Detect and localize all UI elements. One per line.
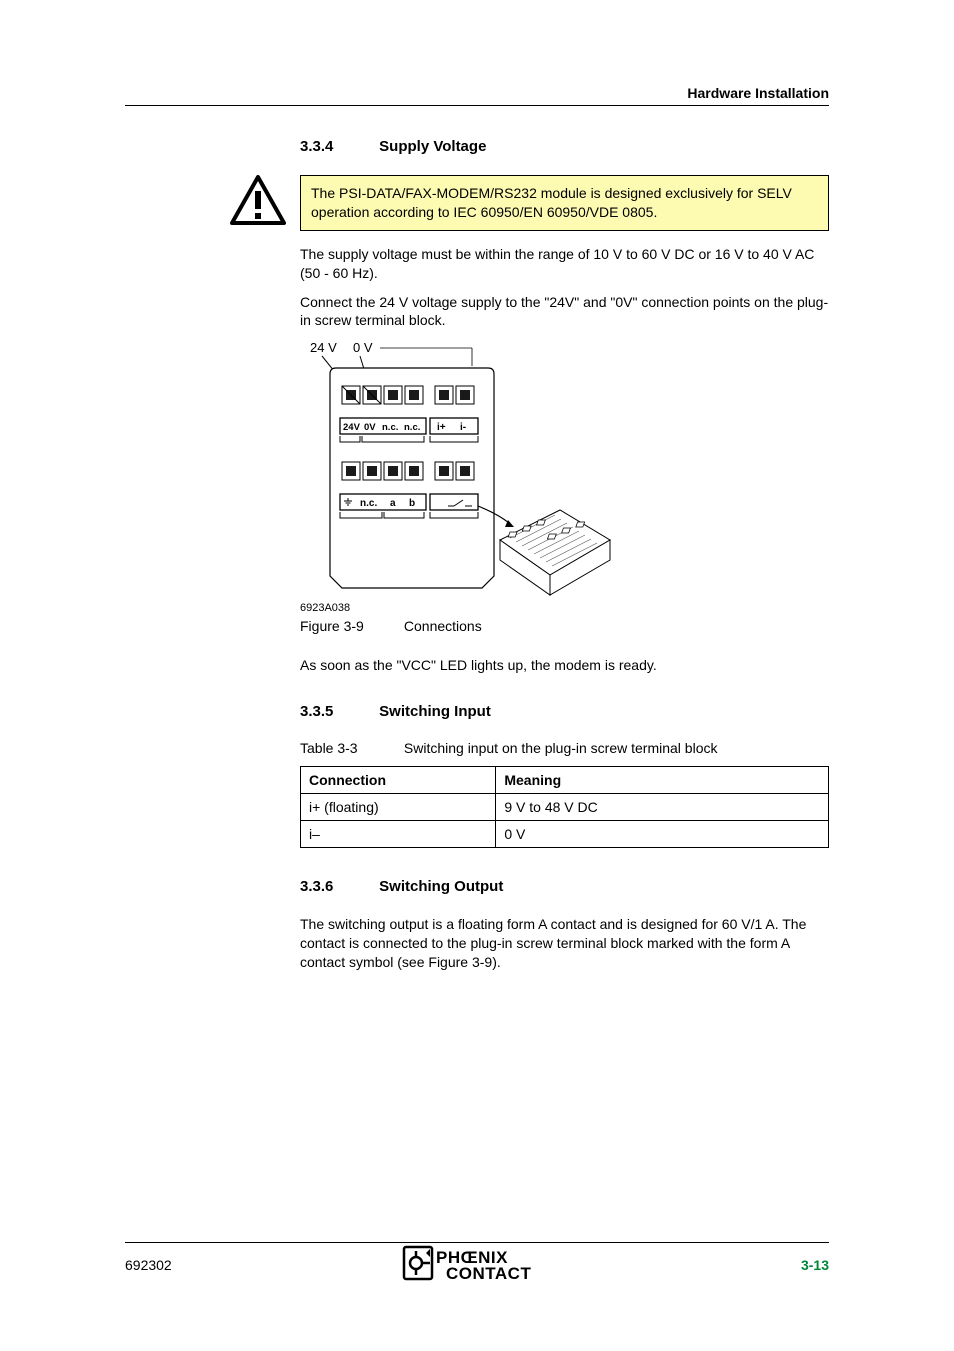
- heading-switching-output: 3.3.6 Switching Output: [300, 878, 829, 895]
- para-supply-2: Connect the 24 V voltage supply to the "…: [300, 293, 829, 331]
- svg-text:CONTACT: CONTACT: [446, 1264, 531, 1283]
- page-footer: 692302 PHŒNIX CONTACT 3-13: [125, 1242, 829, 1273]
- label-24v: 24 V: [310, 340, 337, 355]
- para-output-1: The switching output is a floating form …: [300, 915, 829, 972]
- r1c3: n.c.: [382, 422, 398, 433]
- warning-icon: [230, 175, 290, 228]
- td: 9 V to 48 V DC: [496, 794, 829, 821]
- th-connection: Connection: [301, 767, 496, 794]
- table-caption: Table 3-3 Switching input on the plug-in…: [300, 740, 829, 756]
- table-number: Table 3-3: [300, 740, 400, 756]
- table-caption-text: Switching input on the plug-in screw ter…: [404, 740, 718, 756]
- page-header: Hardware Installation: [125, 85, 829, 106]
- td: i–: [301, 821, 496, 848]
- figure-caption: Figure 3-9 Connections: [300, 618, 829, 634]
- section-switching-input: 3.3.5 Switching Input Table 3-3 Switchin…: [300, 703, 829, 848]
- content-area: 3.3.4 Supply Voltage The PSI-DATA/FAX-MO…: [300, 138, 829, 972]
- para-supply-1: The supply voltage must be within the ra…: [300, 245, 829, 283]
- section-switching-output: 3.3.6 Switching Output The switching out…: [300, 878, 829, 972]
- connector-iso: [500, 510, 610, 595]
- footer-docnum: 692302: [125, 1257, 172, 1273]
- section-supply-voltage: 3.3.4 Supply Voltage The PSI-DATA/FAX-MO…: [300, 138, 829, 675]
- switching-input-table: Connection Meaning i+ (floating) 9 V to …: [300, 766, 829, 848]
- r1c6: i-: [460, 422, 466, 433]
- r1c1: 24V: [343, 422, 361, 433]
- td: i+ (floating): [301, 794, 496, 821]
- header-title: Hardware Installation: [125, 85, 829, 101]
- heading-title: Supply Voltage: [379, 138, 486, 155]
- warning-text: The PSI-DATA/FAX-MODEM/RS232 module is d…: [300, 175, 829, 231]
- table-row: i+ (floating) 9 V to 48 V DC: [301, 794, 829, 821]
- heading-number: 3.3.4: [300, 138, 375, 155]
- label-0v: 0 V: [353, 340, 373, 355]
- td: 0 V: [496, 821, 829, 848]
- para-supply-3: As soon as the "VCC" LED lights up, the …: [300, 656, 829, 675]
- warning-block: The PSI-DATA/FAX-MODEM/RS232 module is d…: [230, 175, 829, 231]
- figure-connections: 24 V 0 V: [300, 340, 829, 634]
- figure-caption-text: Connections: [404, 618, 482, 634]
- heading-title: Switching Output: [379, 878, 503, 895]
- footer-logo: PHŒNIX CONTACT: [402, 1243, 552, 1288]
- table-row: i– 0 V: [301, 821, 829, 848]
- r2c3: b: [409, 498, 415, 509]
- table-header-row: Connection Meaning: [301, 767, 829, 794]
- heading-title: Switching Input: [379, 703, 491, 720]
- connections-diagram: 24 V 0 V: [300, 340, 620, 600]
- r1c5: i+: [437, 422, 446, 433]
- heading-switching-input: 3.3.5 Switching Input: [300, 703, 829, 720]
- figure-id: 6923A038: [300, 602, 829, 614]
- r1c4: n.c.: [404, 422, 420, 433]
- heading-number: 3.3.5: [300, 703, 375, 720]
- th-meaning: Meaning: [496, 767, 829, 794]
- heading-number: 3.3.6: [300, 878, 375, 895]
- r2c2: a: [390, 498, 396, 509]
- heading-supply-voltage: 3.3.4 Supply Voltage: [300, 138, 829, 155]
- footer-pagenum: 3-13: [801, 1257, 829, 1273]
- figure-number: Figure 3-9: [300, 618, 400, 634]
- r2c1: n.c.: [360, 498, 377, 509]
- r1c2: 0V: [364, 422, 376, 433]
